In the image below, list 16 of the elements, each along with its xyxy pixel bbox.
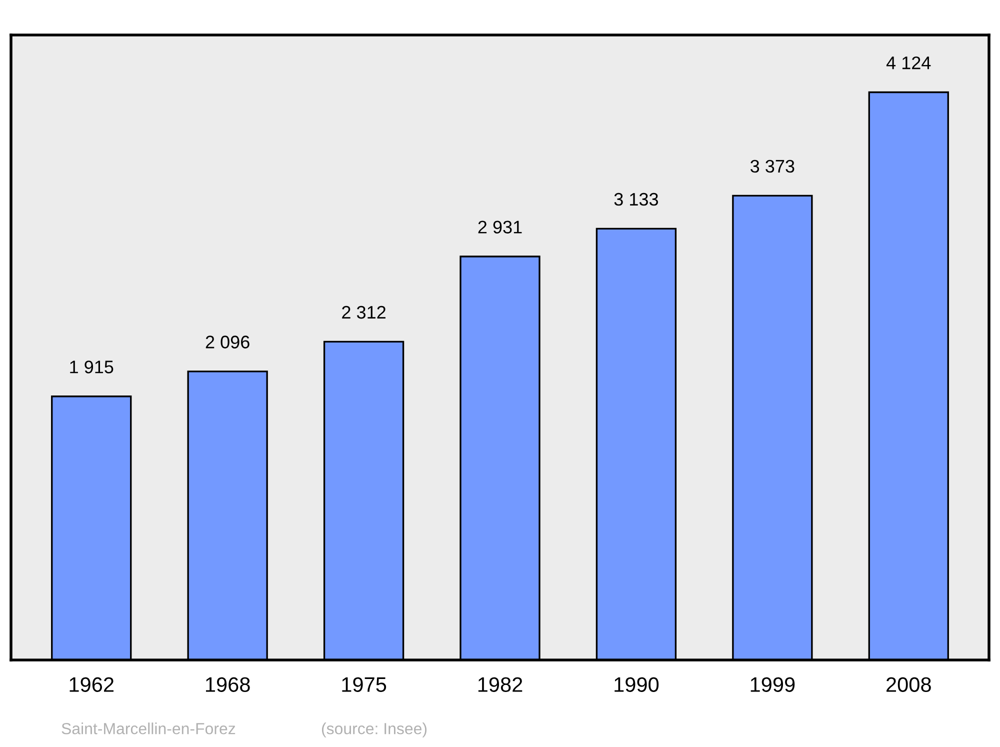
x-tick-label: 1975 bbox=[342, 677, 386, 692]
data-label: 2 312 bbox=[342, 306, 386, 319]
data-label: 2 096 bbox=[206, 336, 250, 348]
x-tick-label: 1968 bbox=[206, 677, 250, 692]
data-label: 1 915 bbox=[70, 360, 114, 374]
data-label: 3 133 bbox=[614, 192, 658, 206]
data-label: 2 931 bbox=[478, 220, 522, 234]
x-tick-label: 2008 bbox=[886, 677, 931, 692]
data-label: 3 373 bbox=[750, 160, 794, 173]
text: Saint-Marcellin-en-Forez bbox=[62, 722, 236, 734]
x-tick-label: 1982 bbox=[478, 677, 522, 692]
data-label: 4 124 bbox=[886, 56, 931, 70]
x-tick-label: 1990 bbox=[614, 677, 659, 692]
x-tick-label: 1962 bbox=[70, 677, 114, 692]
x-tick-label: 1999 bbox=[750, 677, 795, 692]
text: (source: Insee) bbox=[322, 722, 427, 738]
